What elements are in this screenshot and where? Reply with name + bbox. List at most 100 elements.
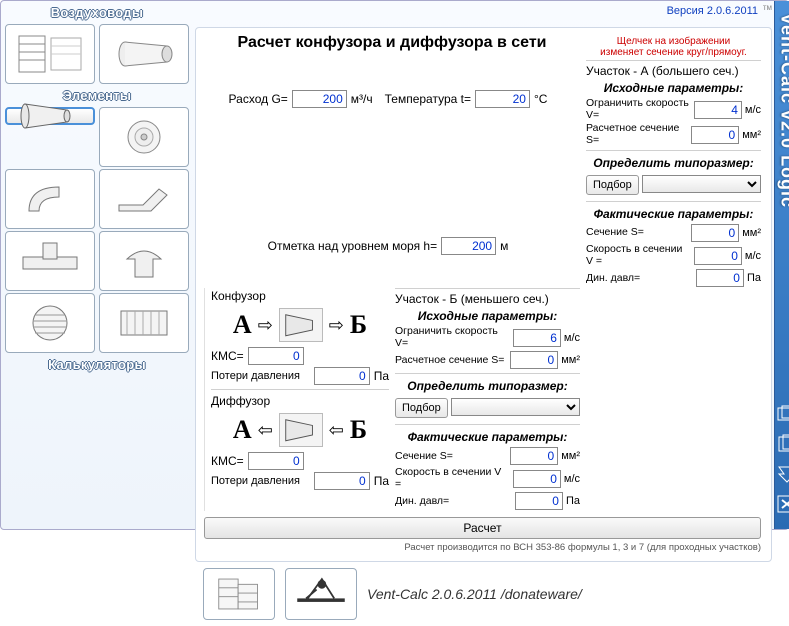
letter-a-k: А <box>233 310 252 340</box>
rail-title: Vent-Calc v2.0 Logic <box>777 13 789 208</box>
factsec-b-output <box>510 447 558 465</box>
thumb-tee[interactable] <box>5 231 95 291</box>
rail-export-icon[interactable] <box>775 463 789 485</box>
factsec-a-label: Сечение S= <box>586 227 688 239</box>
flow-input[interactable] <box>292 90 347 108</box>
sidebar: Воздуховоды Элементы <box>1 1 193 529</box>
dyn-b-output <box>515 492 563 510</box>
alt-unit: м <box>500 239 508 253</box>
top-inputs: Расход G= м³/ч Температура t= °C Отметка… <box>204 60 580 288</box>
thumb-confuser[interactable] <box>5 107 95 125</box>
section-b: Участок - Б (меньшего сеч.) Исходные пар… <box>395 288 580 511</box>
dyn-a-label: Дин. давл= <box>586 273 693 285</box>
vel-a-label: Ограничить скорость V= <box>586 98 691 121</box>
diffuser-shape-row: А ⇦ ⇦ Б <box>211 409 389 451</box>
sec-unit: мм² <box>561 450 580 462</box>
sec-unit: мм² <box>561 354 580 366</box>
factvel-a-output <box>694 247 742 265</box>
thumb-cap[interactable] <box>99 231 189 291</box>
version-label: Версия 2.0.6.2011 <box>667 5 758 17</box>
arrow-icon: ⇨ <box>329 315 344 336</box>
calcsec-a-output <box>691 126 739 144</box>
size-title-b: Определить типоразмер: <box>395 377 580 395</box>
factvel-b-output <box>513 470 561 488</box>
thumb-grille[interactable] <box>5 293 95 353</box>
alt-input[interactable] <box>441 237 496 255</box>
kms-k-label: КМС= <box>211 349 244 363</box>
temp-input[interactable] <box>475 90 530 108</box>
rail-top-button[interactable]: TOP <box>775 403 789 425</box>
vel-unit: м/с <box>564 332 580 344</box>
vel-a-input[interactable] <box>694 101 742 119</box>
kms-d-output <box>248 452 304 470</box>
arrow-icon: ⇨ <box>258 315 273 336</box>
dyn-b-label: Дин. давл= <box>395 496 512 508</box>
vel-unit: м/с <box>564 473 580 485</box>
shape-click-note: Щелчек на изображении изменяет сечение к… <box>586 34 761 60</box>
calculate-button[interactable]: Расчет <box>204 517 761 539</box>
vel-unit: м/с <box>745 104 761 116</box>
results-column: Конфузор А ⇨ ⇨ Б КМС= Потери давления <box>204 288 389 511</box>
calc-panel: Расчет конфузора и диффузора в сети Щелч… <box>195 27 772 562</box>
rail-close-icon[interactable] <box>775 493 789 515</box>
fact-title-a: Фактические параметры: <box>586 205 761 223</box>
temp-unit: °C <box>534 92 547 106</box>
sidebar-section-ducts: Воздуховоды <box>5 3 189 22</box>
pick-b-button[interactable]: Подбор <box>395 398 448 418</box>
thumb-branch[interactable] <box>99 169 189 229</box>
letter-a-d: А <box>233 415 252 445</box>
section-b-title: Участок - Б (меньшего сеч.) <box>395 291 580 307</box>
size-b-select[interactable] <box>451 398 580 416</box>
size-a-select[interactable] <box>642 175 761 193</box>
panel-title: Расчет конфузора и диффузора в сети <box>204 34 580 60</box>
thumb-duct-table[interactable] <box>5 24 95 84</box>
thumb-elbow[interactable] <box>5 169 95 229</box>
flow-unit: м³/ч <box>351 92 373 106</box>
kms-k-output <box>248 347 304 365</box>
vel-b-input[interactable] <box>513 329 561 347</box>
factsec-a-output <box>691 224 739 242</box>
diffuser-shape[interactable] <box>279 413 323 447</box>
main-area: Версия 2.0.6.2011 тм Расчет конфузора и … <box>193 1 774 529</box>
kms-d-label: КМС= <box>211 454 244 468</box>
letter-b-k: Б <box>350 310 367 340</box>
section-a: Участок - А (большего сеч.) Исходные пар… <box>586 60 761 288</box>
sec-unit: мм² <box>742 129 761 141</box>
pa-unit: Па <box>747 272 761 284</box>
fact-title-b: Фактические параметры: <box>395 428 580 446</box>
sec-unit: мм² <box>742 227 761 239</box>
thumb-calc-building[interactable] <box>203 568 275 620</box>
flow-label: Расход G= <box>229 92 288 106</box>
thumb-duct-pipe[interactable] <box>99 24 189 84</box>
loss-d-output <box>314 472 370 490</box>
section-a-title: Участок - А (большего сеч.) <box>586 63 761 79</box>
thumb-round-damper[interactable] <box>99 107 189 167</box>
confuser-title: Конфузор <box>211 288 389 304</box>
src-params-a: Исходные параметры: <box>586 79 761 97</box>
factvel-a-label: Скорость в сечении V = <box>586 244 691 267</box>
pick-a-button[interactable]: Подбор <box>586 175 639 195</box>
calc-footnote: Расчет производится по ВСН 353-86 формул… <box>204 539 761 553</box>
temp-label: Температура t= <box>385 92 471 106</box>
pa-unit: Па <box>374 474 389 488</box>
confuser-shape[interactable] <box>279 308 323 342</box>
bottom-bar: Vent-Calc 2.0.6.2011 /donateware/ <box>195 562 772 626</box>
arrow-icon: ⇦ <box>258 420 273 441</box>
letter-b-d: Б <box>350 415 367 445</box>
rail-copy-icon[interactable] <box>775 433 789 455</box>
calcsec-a-label: Расчетное сечение S= <box>586 123 688 146</box>
thumb-heater[interactable] <box>99 293 189 353</box>
vel-b-label: Ограничить скорость V= <box>395 326 510 349</box>
sidebar-section-calculators: Калькуляторы <box>5 355 189 374</box>
donate-label: Vent-Calc 2.0.6.2011 /donateware/ <box>367 586 582 602</box>
dyn-a-output <box>696 269 744 287</box>
thumb-calc-drafter[interactable] <box>285 568 357 620</box>
right-rail: Vent-Calc v2.0 Logic TOP <box>774 1 789 529</box>
calcsec-b-output <box>510 351 558 369</box>
calcsec-b-label: Расчетное сечение S= <box>395 355 507 367</box>
src-params-b: Исходные параметры: <box>395 307 580 325</box>
size-title-a: Определить типоразмер: <box>586 154 761 172</box>
diffuser-title: Диффузор <box>211 393 389 409</box>
vel-unit: м/с <box>745 250 761 262</box>
arrow-icon: ⇦ <box>329 420 344 441</box>
